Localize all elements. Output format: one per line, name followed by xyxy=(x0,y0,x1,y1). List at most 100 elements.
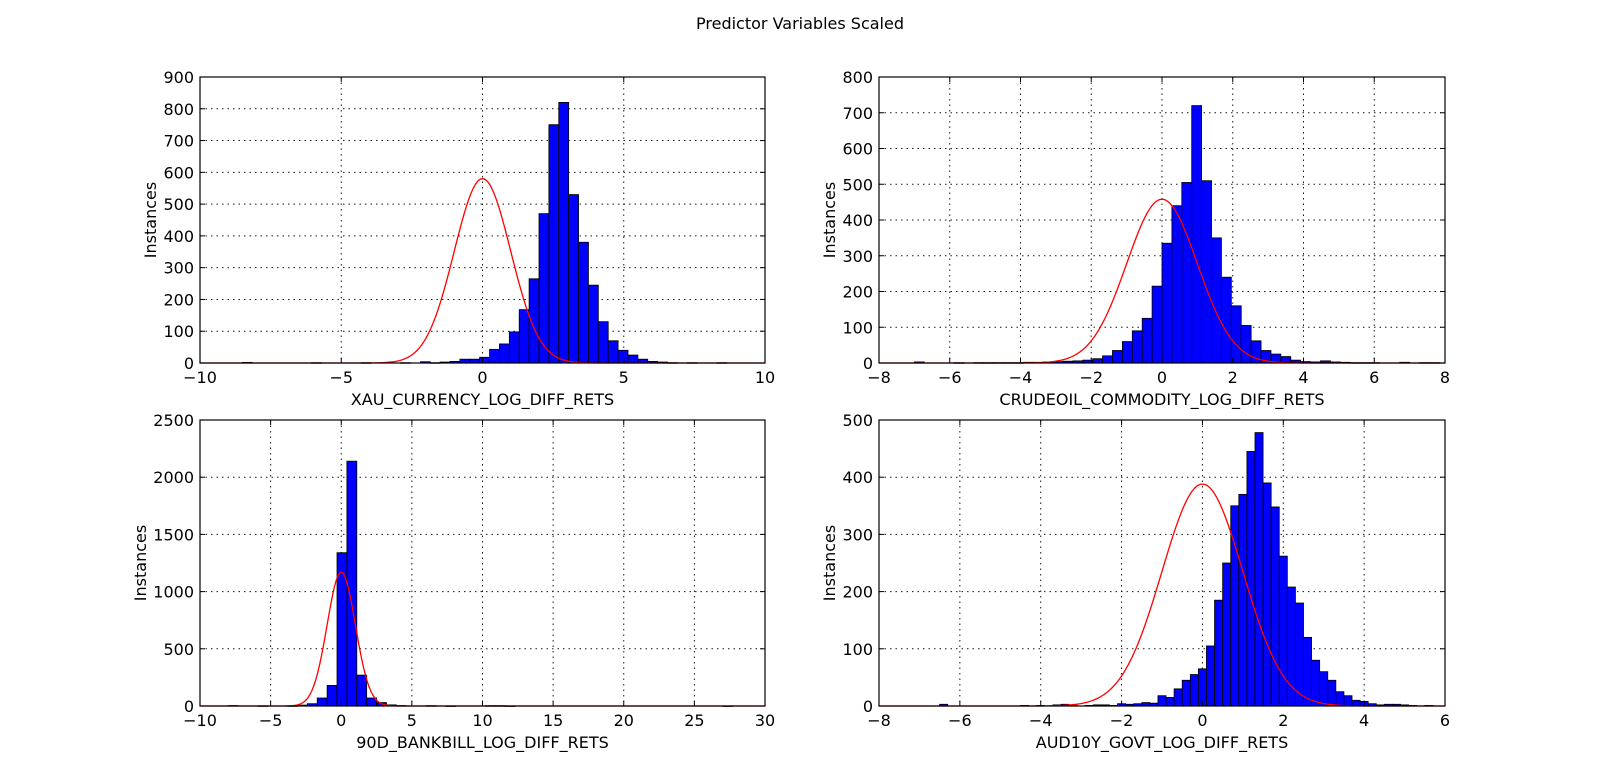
chart-2-xtick-label-6: 20 xyxy=(614,711,634,730)
chart-0-bar-32 xyxy=(558,102,570,364)
chart-0-ytick-label-5: 500 xyxy=(163,195,194,214)
chart-1-xtick-label-6: 4 xyxy=(1298,368,1308,387)
chart-1-bar-27 xyxy=(1181,182,1193,364)
chart-0-bar-31 xyxy=(548,124,560,364)
chart-0-bar-36 xyxy=(597,321,609,364)
chart-1-bar-28 xyxy=(1191,105,1203,364)
chart-3-bar-28 xyxy=(1165,697,1175,707)
chart-3-bar-27 xyxy=(1157,695,1167,707)
chart-2-xtick-label-3: 5 xyxy=(407,711,417,730)
chart-0-bar-37 xyxy=(607,340,619,364)
chart-1-ytick-label-7: 700 xyxy=(842,104,873,123)
chart-0-ylabel: Instances xyxy=(141,182,160,258)
chart-3-bar-31 xyxy=(1189,674,1199,707)
chart-3-axes-frame xyxy=(878,419,1446,707)
chart-2-ylabel: Instances xyxy=(131,525,150,601)
chart-1-bar-30 xyxy=(1211,237,1222,364)
chart-1-ytick-label-1: 100 xyxy=(842,318,873,337)
chart-3-ytick-label-3: 300 xyxy=(842,525,873,544)
chart-2-bar-12 xyxy=(346,460,358,707)
chart-3-bar-35 xyxy=(1222,562,1232,707)
chart-3-xtick-label-1: −6 xyxy=(948,711,972,730)
chart-3-xtick-label-4: 0 xyxy=(1197,711,1207,730)
chart-2-xtick-label-5: 15 xyxy=(543,711,563,730)
chart-3-xtick-label-6: 4 xyxy=(1359,711,1369,730)
chart-0-xtick-label-1: −5 xyxy=(329,368,353,387)
chart-0-xlabel: XAU_CURRENCY_LOG_DIFF_RETS xyxy=(351,390,614,410)
chart-1-xtick-label-3: −2 xyxy=(1079,368,1103,387)
chart-0-ytick-label-0: 0 xyxy=(184,354,194,373)
chart-0-bar-27 xyxy=(508,331,520,364)
chart-2-bar-9 xyxy=(316,697,328,707)
chart-3-xtick-label-7: 6 xyxy=(1440,711,1450,730)
subplot-90d-bankbill: −10 −5 0 5 10 15 20 25 30 0 500 1000 1500 2000 2500 90D… xyxy=(131,411,775,753)
chart-1-ytick-label-3: 300 xyxy=(842,247,873,266)
chart-2-xtick-label-2: 0 xyxy=(336,711,346,730)
chart-3-bar-43 xyxy=(1286,586,1296,707)
chart-3-ytick-label-2: 200 xyxy=(842,583,873,602)
chart-2-xtick-label-0: −10 xyxy=(183,711,217,730)
chart-1-ytick-label-0: 0 xyxy=(863,354,873,373)
chart-3-bar-45 xyxy=(1303,636,1312,707)
chart-1-bar-32 xyxy=(1230,305,1242,364)
chart-1-bar-20 xyxy=(1112,350,1123,364)
chart-3-bar-42 xyxy=(1278,555,1288,707)
chart-3-bar-30 xyxy=(1181,679,1191,707)
subplot-crudeoil-commodity: −8 −6 −4 −2 0 2 4 6 8 0 100 200 300 400 500 600 700 800 CR… xyxy=(820,68,1450,410)
chart-1-bar-23 xyxy=(1141,317,1153,364)
chart-0-bar-39 xyxy=(627,354,639,364)
chart-2-xtick-label-7: 25 xyxy=(684,711,704,730)
chart-3-ytick-label-0: 0 xyxy=(863,697,873,716)
chart-1-ytick-label-8: 800 xyxy=(842,68,873,87)
chart-3-xtick-label-2: −4 xyxy=(1029,711,1053,730)
chart-1-bar-21 xyxy=(1121,341,1133,364)
chart-1-xtick-label-4: 0 xyxy=(1157,368,1167,387)
chart-1-bar-33 xyxy=(1240,325,1252,364)
chart-0-ytick-label-7: 700 xyxy=(163,132,194,151)
chart-0-bar-24 xyxy=(479,356,490,364)
chart-1-xtick-label-7: 6 xyxy=(1369,368,1379,387)
chart-1-bar-29 xyxy=(1201,180,1212,364)
chart-1-xtick-label-2: −4 xyxy=(1009,368,1033,387)
chart-0-bar-38 xyxy=(617,349,629,364)
subplot-xau-currency: −10 −5 0 5 100100200300400500600700800900XAU… xyxy=(141,68,965,410)
chart-2-ytick-label-0: 0 xyxy=(184,697,194,716)
chart-1-bar-19 xyxy=(1102,355,1113,364)
chart-0-bar-26 xyxy=(499,343,510,364)
chart-3-xtick-label-5: 2 xyxy=(1278,711,1288,730)
chart-2-bar-13 xyxy=(356,674,368,707)
chart-3-bar-47 xyxy=(1319,671,1329,707)
chart-0-xtick-label-2: 0 xyxy=(477,368,487,387)
chart-0-ytick-label-2: 200 xyxy=(163,290,194,309)
chart-3-ylabel: Instances xyxy=(820,525,839,601)
chart-0-bar-35 xyxy=(588,284,599,364)
chart-2-xtick-label-1: −5 xyxy=(259,711,283,730)
chart-2-ytick-label-5: 2500 xyxy=(153,411,194,430)
figure-title: Predictor Variables Scaled xyxy=(696,14,904,33)
chart-0-bar-28 xyxy=(518,309,530,364)
chart-3-bar-50 xyxy=(1343,695,1353,707)
chart-1-bar-26 xyxy=(1171,205,1183,364)
chart-1-bar-31 xyxy=(1221,276,1232,364)
chart-0-ytick-label-3: 300 xyxy=(163,259,194,278)
chart-2-xtick-label-8: 30 xyxy=(755,711,775,730)
chart-3-bar-46 xyxy=(1311,659,1321,707)
chart-0-xtick-label-3: 5 xyxy=(619,368,629,387)
chart-2-ytick-label-2: 1000 xyxy=(153,583,194,602)
chart-3-bar-49 xyxy=(1335,691,1345,707)
chart-3-bar-32 xyxy=(1197,668,1207,707)
chart-1-ytick-label-5: 500 xyxy=(842,175,873,194)
subplot-aud10y-govt: −8 −6 −4 −2 0 2 4 6 0 100 200 300 400 500 AUD10Y_GOVT_… xyxy=(820,411,1450,753)
chart-2-ytick-label-3: 1500 xyxy=(153,525,194,544)
chart-1-ylabel: Instances xyxy=(820,182,839,258)
chart-0-bar-33 xyxy=(568,194,579,364)
chart-3-bar-33 xyxy=(1206,645,1215,707)
chart-2-xtick-label-4: 10 xyxy=(472,711,492,730)
chart-1-xtick-label-8: 8 xyxy=(1440,368,1450,387)
chart-2-ytick-label-1: 500 xyxy=(163,640,194,659)
chart-1-bar-24 xyxy=(1151,285,1163,364)
chart-1-ytick-label-4: 400 xyxy=(842,211,873,230)
chart-0-ytick-label-8: 800 xyxy=(163,100,194,119)
chart-0-xtick-label-0: −10 xyxy=(183,368,217,387)
